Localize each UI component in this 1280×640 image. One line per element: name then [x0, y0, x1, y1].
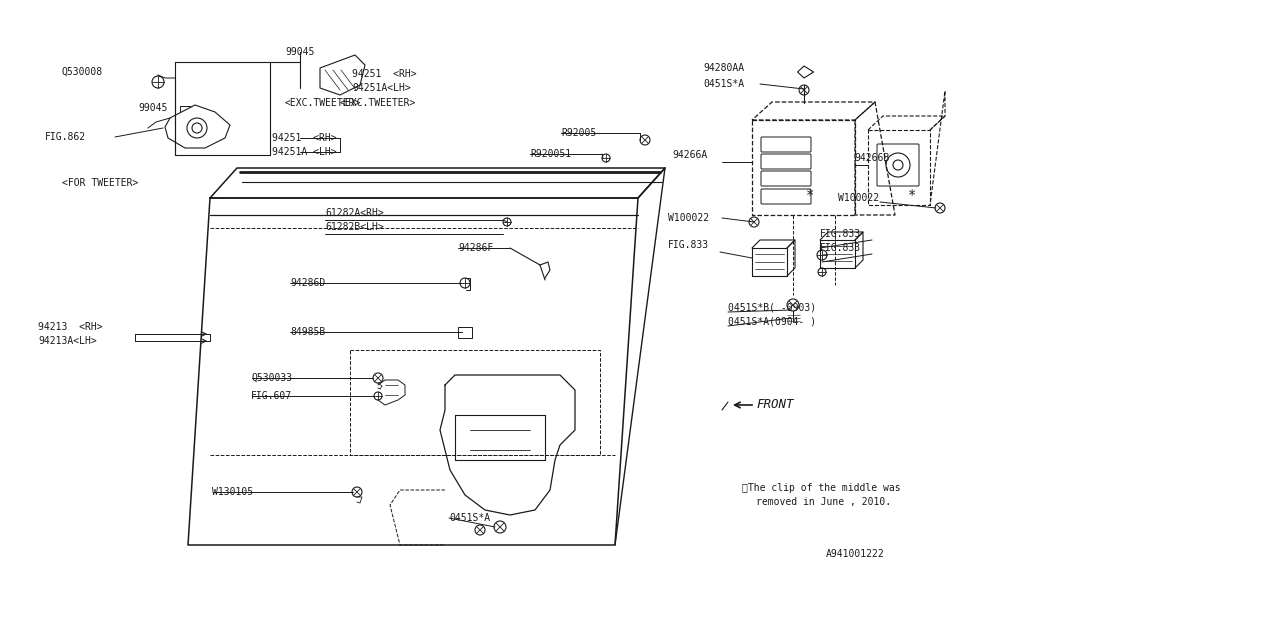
- Text: <FOR TWEETER>: <FOR TWEETER>: [61, 178, 138, 188]
- Text: 0451S*A: 0451S*A: [449, 513, 490, 523]
- Text: Q530008: Q530008: [61, 67, 104, 77]
- Text: *: *: [908, 188, 916, 202]
- Text: 94266A: 94266A: [672, 150, 708, 160]
- Text: FIG.833: FIG.833: [668, 240, 709, 250]
- Text: 94251  <RH>: 94251 <RH>: [352, 69, 416, 79]
- Bar: [458, 326, 472, 337]
- Text: 99045: 99045: [285, 47, 315, 57]
- Text: W130105: W130105: [212, 487, 253, 497]
- Text: A941001222: A941001222: [826, 549, 884, 559]
- Text: 94213A<LH>: 94213A<LH>: [38, 336, 97, 346]
- Text: 61282B<LH>: 61282B<LH>: [325, 222, 384, 232]
- Text: 0451S*A(0904- ): 0451S*A(0904- ): [728, 317, 817, 327]
- Text: 94213  <RH>: 94213 <RH>: [38, 322, 102, 332]
- Bar: [179, 106, 191, 115]
- FancyBboxPatch shape: [762, 171, 812, 186]
- Text: 0451S*A: 0451S*A: [703, 79, 744, 89]
- Text: R920051: R920051: [530, 149, 571, 159]
- FancyBboxPatch shape: [877, 144, 919, 186]
- FancyBboxPatch shape: [762, 137, 812, 152]
- Text: 94251A<LH>: 94251A<LH>: [352, 83, 411, 93]
- Text: 94286F: 94286F: [458, 243, 493, 253]
- Text: FIG.833: FIG.833: [820, 229, 861, 239]
- Text: 94251A <LH>: 94251A <LH>: [273, 147, 337, 157]
- Text: R92005: R92005: [561, 128, 596, 138]
- Text: FIG.607: FIG.607: [251, 391, 292, 401]
- Text: <EXC.TWEETER>: <EXC.TWEETER>: [340, 98, 416, 108]
- Polygon shape: [320, 55, 365, 95]
- Text: 99045: 99045: [138, 103, 168, 113]
- Text: FRONT: FRONT: [756, 399, 794, 412]
- Text: ※The clip of the middle was: ※The clip of the middle was: [742, 483, 901, 493]
- Text: 0451S*B( -0903): 0451S*B( -0903): [728, 303, 817, 313]
- Text: FIG.862: FIG.862: [45, 132, 86, 142]
- Text: W100022: W100022: [838, 193, 879, 203]
- Text: <EXC.TWEETER>: <EXC.TWEETER>: [285, 98, 361, 108]
- Text: W100022: W100022: [668, 213, 709, 223]
- Text: Q530033: Q530033: [251, 373, 292, 383]
- FancyBboxPatch shape: [762, 189, 812, 204]
- Text: 94251  <RH>: 94251 <RH>: [273, 133, 337, 143]
- FancyBboxPatch shape: [762, 154, 812, 169]
- Polygon shape: [165, 105, 230, 148]
- Text: FIG.833: FIG.833: [820, 243, 861, 253]
- Text: *: *: [806, 188, 814, 202]
- Text: 61282A<RH>: 61282A<RH>: [325, 208, 384, 218]
- Text: 84985B: 84985B: [291, 327, 325, 337]
- Text: 94266B: 94266B: [854, 153, 890, 163]
- Text: removed in June , 2010.: removed in June , 2010.: [756, 497, 891, 507]
- Text: 94286D: 94286D: [291, 278, 325, 288]
- Text: 94280AA: 94280AA: [703, 63, 744, 73]
